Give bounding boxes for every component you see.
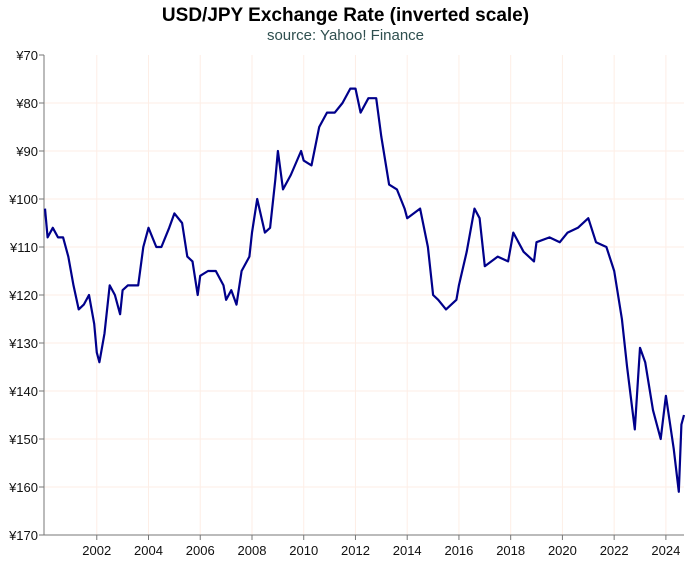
y-tick-label: ¥170 bbox=[8, 528, 38, 543]
y-tick-label: ¥160 bbox=[8, 480, 38, 495]
x-tick-label: 2018 bbox=[496, 543, 525, 558]
x-tick-label: 2008 bbox=[238, 543, 267, 558]
y-tick-label: ¥90 bbox=[15, 144, 38, 159]
series-line bbox=[43, 87, 686, 493]
x-tick-label: 2024 bbox=[651, 543, 680, 558]
x-tick-label: 2010 bbox=[289, 543, 318, 558]
y-tick-label: ¥130 bbox=[8, 336, 38, 351]
x-tick-label: 2004 bbox=[134, 543, 163, 558]
y-tick-label: ¥100 bbox=[8, 192, 38, 207]
y-tick-label: ¥80 bbox=[15, 96, 38, 111]
x-tick-label: 2006 bbox=[186, 543, 215, 558]
y-tick-label: ¥140 bbox=[8, 384, 38, 399]
x-tick-label: 2014 bbox=[393, 543, 422, 558]
x-tick-label: 2022 bbox=[600, 543, 629, 558]
x-tick-label: 2012 bbox=[341, 543, 370, 558]
y-tick-label: ¥150 bbox=[8, 432, 38, 447]
y-tick-label: ¥70 bbox=[15, 48, 38, 63]
y-tick-label: ¥110 bbox=[9, 240, 38, 255]
y-tick-label: ¥120 bbox=[8, 288, 38, 303]
x-tick-label: 2002 bbox=[82, 543, 111, 558]
chart-title: USD/JPY Exchange Rate (inverted scale) bbox=[161, 5, 530, 26]
x-tick-label: 2020 bbox=[548, 543, 577, 558]
x-tick-label: 2016 bbox=[444, 543, 473, 558]
chart-subtitle: source: Yahoo! Finance bbox=[266, 27, 425, 44]
